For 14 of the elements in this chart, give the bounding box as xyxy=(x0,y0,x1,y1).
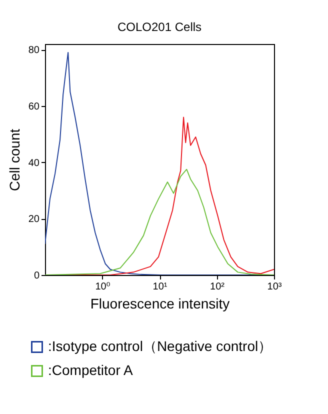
x-tick-label: 10³ xyxy=(267,282,282,292)
legend-label: :Isotype control（Negative control） xyxy=(48,338,272,354)
x-axis-title: Fluorescence intensity xyxy=(90,296,230,312)
y-tick-label: 60 xyxy=(28,101,40,112)
x-tick-label: 10² xyxy=(210,282,226,292)
y-tick-label: 80 xyxy=(28,45,40,56)
y-tick-label: 0 xyxy=(34,270,40,282)
y-tick-label: 20 xyxy=(28,214,40,226)
x-tick-label: 10⁰ xyxy=(95,282,110,292)
x-tick-label: 10¹ xyxy=(152,282,168,292)
legend-label: :Competitor A xyxy=(48,362,134,378)
y-tick-label: 40 xyxy=(28,158,40,169)
y-axis-title: Cell count xyxy=(6,128,22,192)
chart-title: COLO201 Cells xyxy=(117,20,202,34)
